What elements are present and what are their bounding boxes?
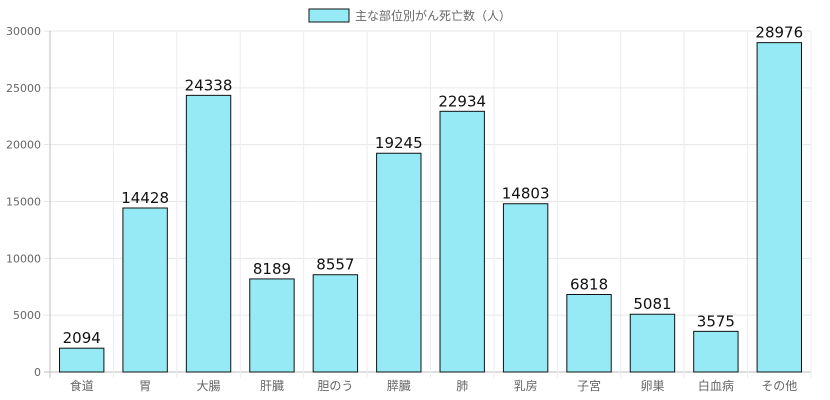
y-tick-label: 30000 <box>6 25 41 38</box>
legend[interactable]: 主な部位別がん死亡数（人） <box>308 8 511 23</box>
bar-value-label: 5081 <box>633 295 671 313</box>
bar-value-label: 8189 <box>253 260 291 278</box>
x-tick-label: 卵巣 <box>640 379 664 393</box>
bar-value-label: 6818 <box>570 276 608 294</box>
legend-label: 主な部位別がん死亡数（人） <box>355 8 511 23</box>
y-tick-label: 25000 <box>6 82 41 95</box>
y-tick-label: 5000 <box>13 309 41 322</box>
bar[interactable] <box>249 278 295 373</box>
bars <box>59 42 802 373</box>
x-tick-label: 肝臓 <box>260 379 284 393</box>
y-tick-label: 0 <box>34 366 41 379</box>
x-tick-label: 白血病 <box>698 378 734 393</box>
bar[interactable] <box>566 294 612 373</box>
bar[interactable] <box>59 347 105 373</box>
bar-value-label: 28976 <box>755 24 803 42</box>
bar-value-label: 2094 <box>63 329 101 347</box>
x-tick-label: 胃 <box>139 379 151 393</box>
x-tick-label: 胆のう <box>317 379 353 393</box>
bar[interactable] <box>312 274 359 373</box>
bar[interactable] <box>439 110 485 373</box>
x-tick-label: 食道 <box>70 378 94 393</box>
x-tick-label: 大腸 <box>197 379 221 393</box>
bar[interactable] <box>756 42 802 373</box>
x-tick-label: 膵臓 <box>387 379 411 393</box>
bar-value-label: 22934 <box>438 92 486 110</box>
x-tick-label: その他 <box>761 379 797 393</box>
bar-value-label: 19245 <box>375 134 423 152</box>
x-tick-label: 乳房 <box>514 378 538 393</box>
x-axis: 食道 胃 大腸 肝臓 胆のう 膵臓 肺 乳房 子宮 卵巣 白血病 その他 <box>70 378 798 393</box>
bar[interactable] <box>122 207 168 373</box>
bar[interactable] <box>693 330 739 373</box>
y-tick-label: 10000 <box>6 252 41 265</box>
y-tick-label: 15000 <box>6 196 41 209</box>
bar[interactable] <box>185 94 232 373</box>
bar[interactable] <box>376 152 422 373</box>
legend-swatch <box>308 8 350 23</box>
x-tick-label: 子宮 <box>577 378 601 393</box>
bar[interactable] <box>502 203 549 373</box>
gridlines <box>44 30 812 378</box>
bar-value-label: 24338 <box>185 76 233 94</box>
y-axis: 0 5000 10000 15000 20000 25000 30000 <box>6 25 41 379</box>
bar-value-label: 14803 <box>502 185 550 203</box>
bar-value-label: 8557 <box>316 256 354 274</box>
bar-value-label: 14428 <box>121 189 169 207</box>
y-tick-label: 20000 <box>6 139 41 152</box>
data-labels: 2094 14428 24338 8189 8557 19245 22934 14803 681… <box>63 24 804 348</box>
x-tick-label: 肺 <box>456 379 468 393</box>
bar[interactable] <box>629 313 676 373</box>
bar-value-label: 3575 <box>697 312 735 330</box>
